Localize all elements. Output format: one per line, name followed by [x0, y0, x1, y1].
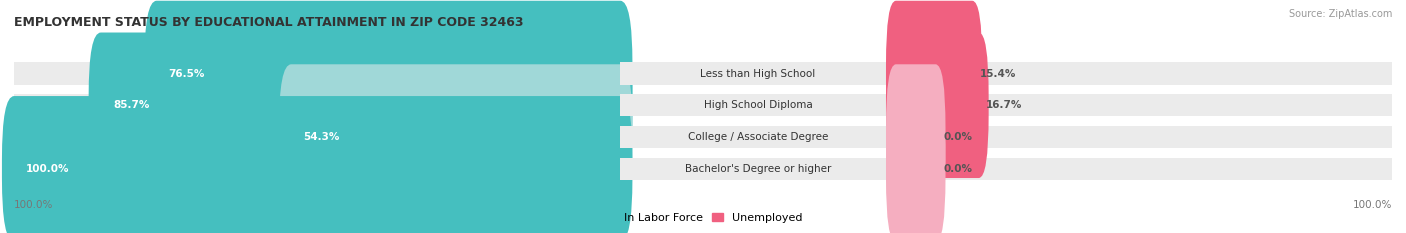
Text: 16.7%: 16.7% [986, 100, 1022, 110]
FancyBboxPatch shape [14, 94, 620, 116]
Text: 100.0%: 100.0% [27, 164, 70, 174]
Text: 0.0%: 0.0% [943, 132, 972, 142]
FancyBboxPatch shape [145, 1, 633, 146]
Text: Less than High School: Less than High School [700, 69, 815, 79]
FancyBboxPatch shape [886, 96, 945, 233]
Text: EMPLOYMENT STATUS BY EDUCATIONAL ATTAINMENT IN ZIP CODE 32463: EMPLOYMENT STATUS BY EDUCATIONAL ATTAINM… [14, 16, 523, 29]
FancyBboxPatch shape [886, 64, 945, 210]
FancyBboxPatch shape [896, 126, 1392, 148]
FancyBboxPatch shape [620, 62, 896, 85]
FancyBboxPatch shape [896, 62, 1392, 85]
FancyBboxPatch shape [620, 126, 896, 148]
FancyBboxPatch shape [278, 64, 633, 210]
Text: College / Associate Degree: College / Associate Degree [688, 132, 828, 142]
FancyBboxPatch shape [886, 33, 988, 178]
Text: 100.0%: 100.0% [1353, 200, 1392, 210]
FancyBboxPatch shape [620, 158, 896, 180]
FancyBboxPatch shape [1, 96, 633, 233]
Text: 85.7%: 85.7% [112, 100, 149, 110]
FancyBboxPatch shape [14, 158, 620, 180]
FancyBboxPatch shape [89, 33, 633, 178]
FancyBboxPatch shape [896, 94, 1392, 116]
Text: 54.3%: 54.3% [304, 132, 340, 142]
FancyBboxPatch shape [14, 62, 620, 85]
FancyBboxPatch shape [896, 158, 1392, 180]
Text: 100.0%: 100.0% [14, 200, 53, 210]
Text: 0.0%: 0.0% [943, 164, 972, 174]
Legend: In Labor Force, Unemployed: In Labor Force, Unemployed [599, 209, 807, 227]
FancyBboxPatch shape [14, 126, 620, 148]
Text: High School Diploma: High School Diploma [704, 100, 813, 110]
Text: Bachelor's Degree or higher: Bachelor's Degree or higher [685, 164, 831, 174]
Text: Source: ZipAtlas.com: Source: ZipAtlas.com [1288, 9, 1392, 19]
Text: 76.5%: 76.5% [169, 69, 205, 79]
FancyBboxPatch shape [886, 1, 983, 146]
Text: 15.4%: 15.4% [980, 69, 1017, 79]
FancyBboxPatch shape [620, 94, 896, 116]
